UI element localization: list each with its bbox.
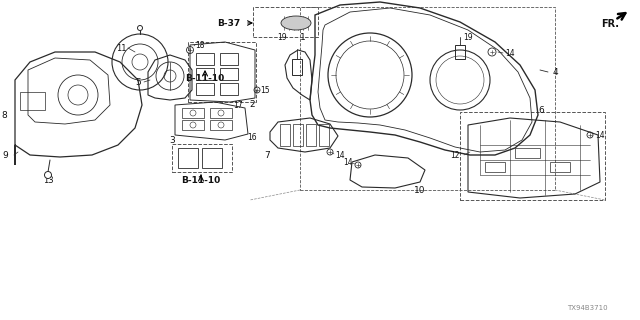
Bar [210, 108, 232, 118]
Text: 14: 14 [343, 157, 353, 166]
Bar [210, 120, 232, 130]
Bar [292, 59, 302, 75]
Text: 17: 17 [233, 100, 243, 109]
Bar [220, 53, 238, 65]
Ellipse shape [281, 16, 311, 30]
Text: 7: 7 [264, 150, 270, 159]
Text: 10: 10 [414, 186, 426, 195]
Bar [460, 112, 605, 200]
Bar [306, 124, 316, 146]
Text: 18: 18 [195, 41, 205, 50]
Text: 16: 16 [248, 132, 257, 141]
Text: 8: 8 [1, 110, 7, 119]
Bar [20, 92, 45, 110]
Text: 11: 11 [116, 44, 126, 52]
Bar [220, 83, 238, 95]
Text: 1: 1 [300, 33, 306, 42]
Bar [293, 124, 303, 146]
Circle shape [45, 172, 51, 179]
Text: B-37: B-37 [217, 19, 240, 28]
Text: 15: 15 [260, 85, 270, 94]
Text: 13: 13 [43, 175, 53, 185]
Text: 6: 6 [538, 106, 544, 115]
Text: TX94B3710: TX94B3710 [566, 305, 607, 311]
Bar [319, 124, 329, 146]
Bar [550, 162, 570, 172]
Text: 3: 3 [169, 135, 175, 145]
Text: 14: 14 [335, 150, 345, 159]
Text: 2: 2 [249, 100, 255, 108]
Bar [455, 45, 465, 59]
Text: 14: 14 [505, 49, 515, 58]
Text: 19: 19 [463, 33, 473, 42]
Text: 9: 9 [3, 150, 8, 159]
Text: B-11-10: B-11-10 [181, 175, 221, 185]
Bar [182, 120, 204, 130]
Text: 14: 14 [595, 131, 605, 140]
Bar [196, 68, 214, 80]
Bar [202, 148, 222, 168]
Text: 5: 5 [135, 77, 141, 86]
Bar [182, 108, 204, 118]
Bar [196, 83, 214, 95]
Bar [300, 7, 555, 190]
Text: FR.: FR. [601, 19, 619, 29]
Text: B-11-10: B-11-10 [186, 74, 225, 83]
Bar [188, 42, 256, 102]
Text: 12: 12 [451, 150, 460, 159]
Bar [220, 68, 238, 80]
Bar [253, 7, 318, 37]
Text: 4: 4 [552, 68, 558, 76]
Bar [172, 144, 232, 172]
Bar [280, 124, 290, 146]
Bar [515, 148, 540, 158]
Bar [485, 162, 505, 172]
Bar [178, 148, 198, 168]
Bar [196, 53, 214, 65]
Circle shape [138, 26, 143, 30]
Text: 19: 19 [277, 33, 287, 42]
